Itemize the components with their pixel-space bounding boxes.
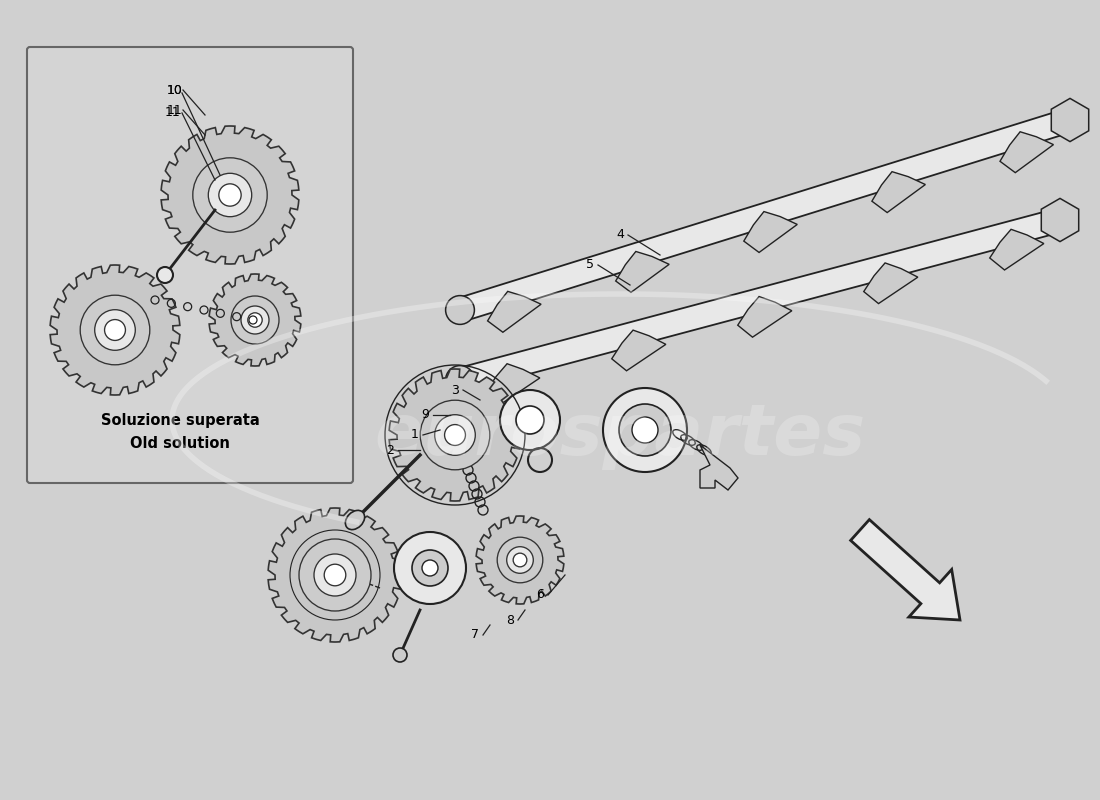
Polygon shape bbox=[456, 209, 1063, 391]
Polygon shape bbox=[487, 291, 541, 332]
Circle shape bbox=[446, 295, 474, 325]
Text: 11: 11 bbox=[167, 103, 183, 117]
Circle shape bbox=[192, 158, 267, 232]
Text: 10: 10 bbox=[167, 83, 183, 97]
Polygon shape bbox=[1052, 98, 1089, 142]
Circle shape bbox=[632, 417, 658, 443]
Polygon shape bbox=[872, 172, 925, 213]
Text: 10: 10 bbox=[167, 83, 183, 97]
Polygon shape bbox=[162, 126, 299, 264]
Circle shape bbox=[299, 539, 371, 611]
Circle shape bbox=[500, 390, 560, 450]
Polygon shape bbox=[864, 263, 917, 303]
Text: 6: 6 bbox=[536, 589, 543, 602]
Polygon shape bbox=[456, 109, 1074, 322]
Circle shape bbox=[420, 400, 490, 470]
Circle shape bbox=[516, 406, 544, 434]
Text: 8: 8 bbox=[506, 614, 514, 626]
Circle shape bbox=[231, 296, 279, 344]
Circle shape bbox=[393, 648, 407, 662]
Circle shape bbox=[95, 310, 135, 350]
Circle shape bbox=[603, 388, 688, 472]
Circle shape bbox=[248, 313, 262, 327]
FancyBboxPatch shape bbox=[28, 47, 353, 483]
Text: 2: 2 bbox=[386, 443, 394, 457]
Circle shape bbox=[314, 554, 356, 596]
Polygon shape bbox=[389, 369, 520, 501]
Text: 11: 11 bbox=[165, 106, 180, 118]
Polygon shape bbox=[738, 297, 792, 337]
Circle shape bbox=[208, 174, 252, 217]
Ellipse shape bbox=[345, 510, 364, 530]
Text: 9: 9 bbox=[421, 409, 429, 422]
Polygon shape bbox=[51, 265, 179, 395]
Text: 1: 1 bbox=[411, 429, 419, 442]
Circle shape bbox=[514, 553, 527, 567]
Polygon shape bbox=[1000, 132, 1054, 173]
Text: 7: 7 bbox=[471, 629, 478, 642]
Polygon shape bbox=[209, 274, 300, 366]
Polygon shape bbox=[612, 330, 666, 370]
Polygon shape bbox=[700, 445, 738, 490]
Circle shape bbox=[241, 306, 270, 334]
Polygon shape bbox=[1042, 198, 1079, 242]
Circle shape bbox=[324, 564, 345, 586]
Polygon shape bbox=[268, 508, 402, 642]
Polygon shape bbox=[990, 230, 1044, 270]
Polygon shape bbox=[616, 251, 669, 292]
Circle shape bbox=[619, 404, 671, 456]
Text: Soluzione superata: Soluzione superata bbox=[100, 413, 260, 427]
Circle shape bbox=[422, 560, 438, 576]
Text: eurospartes: eurospartes bbox=[374, 401, 866, 470]
Circle shape bbox=[497, 538, 542, 582]
Circle shape bbox=[434, 414, 475, 455]
Text: Old solution: Old solution bbox=[130, 435, 230, 450]
Polygon shape bbox=[850, 519, 960, 620]
Polygon shape bbox=[744, 211, 798, 253]
Circle shape bbox=[507, 546, 534, 574]
Text: 3: 3 bbox=[451, 383, 459, 397]
Polygon shape bbox=[486, 364, 540, 404]
Circle shape bbox=[394, 532, 466, 604]
Polygon shape bbox=[476, 516, 564, 604]
Circle shape bbox=[446, 366, 474, 394]
Circle shape bbox=[219, 184, 241, 206]
Circle shape bbox=[444, 425, 465, 446]
Text: 4: 4 bbox=[616, 229, 624, 242]
Text: 5: 5 bbox=[586, 258, 594, 271]
Circle shape bbox=[104, 319, 125, 341]
Circle shape bbox=[80, 295, 150, 365]
Circle shape bbox=[157, 267, 173, 283]
Circle shape bbox=[412, 550, 448, 586]
